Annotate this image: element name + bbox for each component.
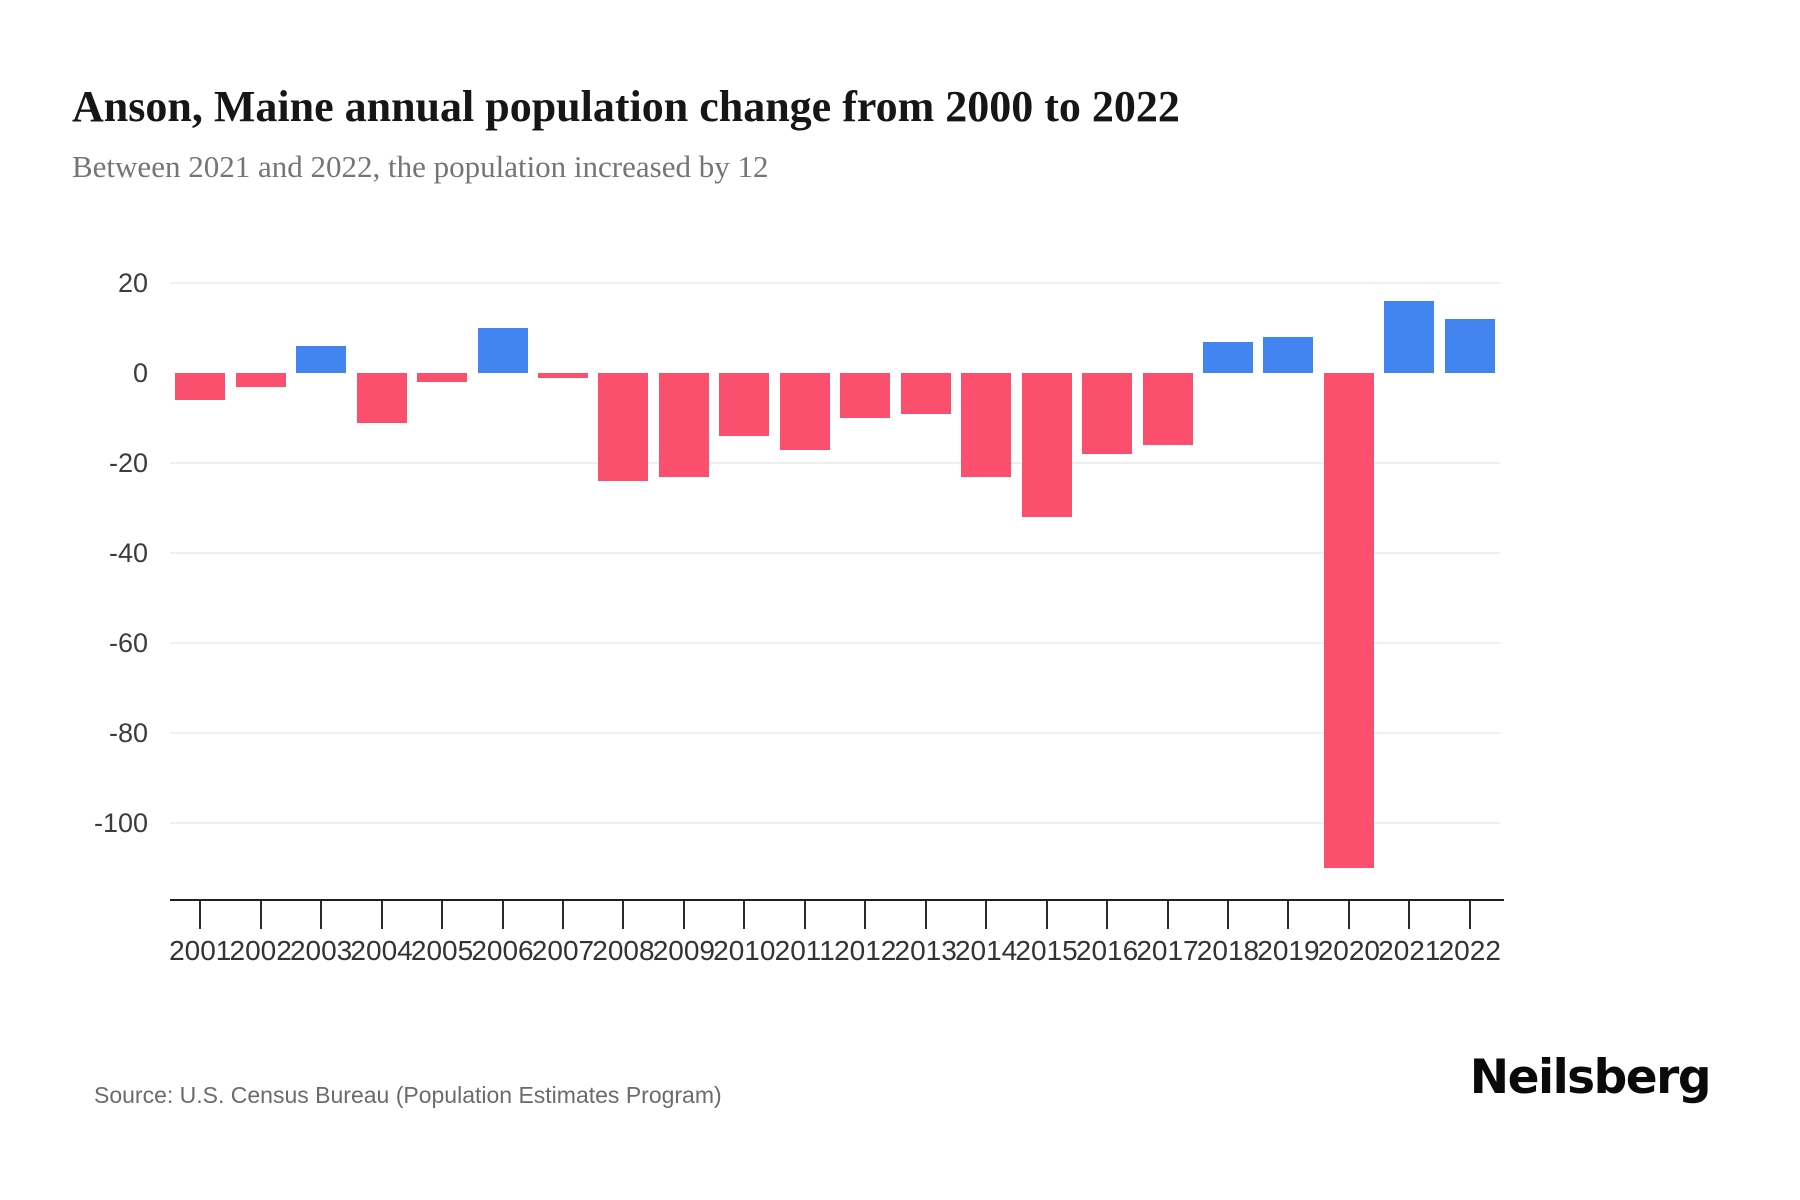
x-axis-tick-2016: [1106, 901, 1109, 929]
x-axis-tick-label-2021: 2021: [1378, 935, 1441, 966]
x-axis-tick-2008: [622, 901, 625, 929]
y-axis-tick-label-20: 20: [117, 268, 148, 298]
x-axis-tick-label-2020: 2020: [1317, 935, 1380, 966]
x-axis-tick-2022: [1468, 901, 1471, 929]
x-axis-tick-label-2015: 2015: [1015, 935, 1078, 966]
x-axis-tick-2017: [1166, 901, 1169, 929]
x-axis-tick-2006: [501, 901, 504, 929]
bar-2022[interactable]: [1444, 319, 1495, 373]
bar-2019[interactable]: [1263, 337, 1314, 373]
gridline-20: [170, 282, 1500, 284]
bar-2009[interactable]: [658, 373, 709, 477]
x-axis-tick-label-2013: 2013: [894, 935, 957, 966]
bar-2014[interactable]: [961, 373, 1012, 477]
y-axis-tick-label--40: -40: [108, 538, 148, 568]
bar-2018[interactable]: [1202, 341, 1253, 373]
bar-2005[interactable]: [417, 373, 468, 382]
x-axis-tick-label-2008: 2008: [592, 935, 655, 966]
x-axis-tick-label-2002: 2002: [229, 935, 292, 966]
x-axis-tick-label-2009: 2009: [652, 935, 715, 966]
y-axis-tick-label-0: 0: [132, 358, 148, 388]
x-axis-tick-label-2018: 2018: [1196, 935, 1260, 966]
y-axis-tick-label--100: -100: [93, 808, 148, 838]
bar-2021[interactable]: [1384, 301, 1435, 373]
x-axis-tick-2002: [259, 901, 262, 929]
x-axis-tick-label-2004: 2004: [350, 935, 413, 966]
x-axis-tick-2015: [1045, 901, 1048, 929]
x-axis-tick-2021: [1408, 901, 1411, 929]
x-axis-tick-label-2019: 2019: [1257, 935, 1320, 966]
x-axis-tick-label-2017: 2017: [1136, 935, 1199, 966]
source-note: Source: U.S. Census Bureau (Population E…: [94, 1082, 722, 1108]
x-axis-tick-2014: [985, 901, 988, 929]
bar-2013[interactable]: [900, 373, 951, 414]
x-axis-tick-label-2007: 2007: [531, 935, 595, 966]
x-axis-tick-2005: [441, 901, 444, 929]
gridline--40: [170, 552, 1500, 554]
x-axis-tick-2012: [864, 901, 867, 929]
x-axis-tick-label-2012: 2012: [834, 935, 897, 966]
bar-2015[interactable]: [1021, 373, 1072, 517]
x-axis-tick-label-2011: 2011: [774, 935, 835, 966]
x-axis-tick-label-2022: 2022: [1438, 935, 1501, 966]
bar-2017[interactable]: [1142, 373, 1193, 445]
x-axis-tick-label-2014: 2014: [954, 935, 1018, 966]
bar-2007[interactable]: [537, 373, 588, 378]
bar-2016[interactable]: [1082, 373, 1133, 454]
x-axis-tick-label-2010: 2010: [713, 935, 776, 966]
bar-2003[interactable]: [296, 346, 347, 373]
x-axis-line: [170, 899, 1504, 901]
x-axis-tick-2007: [561, 901, 564, 929]
x-axis-tick-label-2016: 2016: [1075, 935, 1139, 966]
brand-logo: Neilsberg: [1469, 1050, 1712, 1105]
x-axis-tick-label-2001: 2001: [169, 935, 232, 966]
gridline--20: [170, 462, 1500, 464]
x-axis-tick-2003: [320, 901, 323, 929]
gridline--60: [170, 642, 1500, 644]
bar-2020[interactable]: [1323, 373, 1374, 868]
x-axis-tick-2009: [682, 901, 685, 929]
bar-2011[interactable]: [779, 373, 830, 450]
y-axis-tick-label--80: -80: [108, 718, 148, 748]
x-axis-tick-2004: [380, 901, 383, 929]
x-axis-tick-2020: [1347, 901, 1350, 929]
bar-2010[interactable]: [719, 373, 770, 436]
x-axis-tick-label-2005: 2005: [410, 935, 474, 966]
bar-2001[interactable]: [175, 373, 226, 400]
y-axis-tick-label--60: -60: [108, 628, 148, 658]
gridline--100: [170, 822, 1500, 824]
page-subtitle: Between 2021 and 2022, the population in…: [72, 149, 769, 184]
x-axis-tick-2001: [199, 901, 202, 929]
x-axis-tick-label-2006: 2006: [471, 935, 534, 966]
page-title: Anson, Maine annual population change fr…: [72, 82, 1180, 132]
bar-2004[interactable]: [356, 373, 407, 423]
x-axis-tick-2018: [1226, 901, 1229, 929]
x-axis-tick-2019: [1287, 901, 1290, 929]
bar-2008[interactable]: [598, 373, 649, 481]
x-axis-tick-2011: [803, 901, 806, 929]
gridline--80: [170, 732, 1500, 734]
bar-2002[interactable]: [235, 373, 286, 387]
x-axis-tick-2010: [743, 901, 746, 929]
x-axis-tick-2013: [924, 901, 927, 929]
bar-2006[interactable]: [477, 328, 528, 373]
x-axis-tick-label-2003: 2003: [289, 935, 353, 966]
bar-2012[interactable]: [840, 373, 891, 418]
y-axis-tick-label--20: -20: [108, 448, 148, 478]
